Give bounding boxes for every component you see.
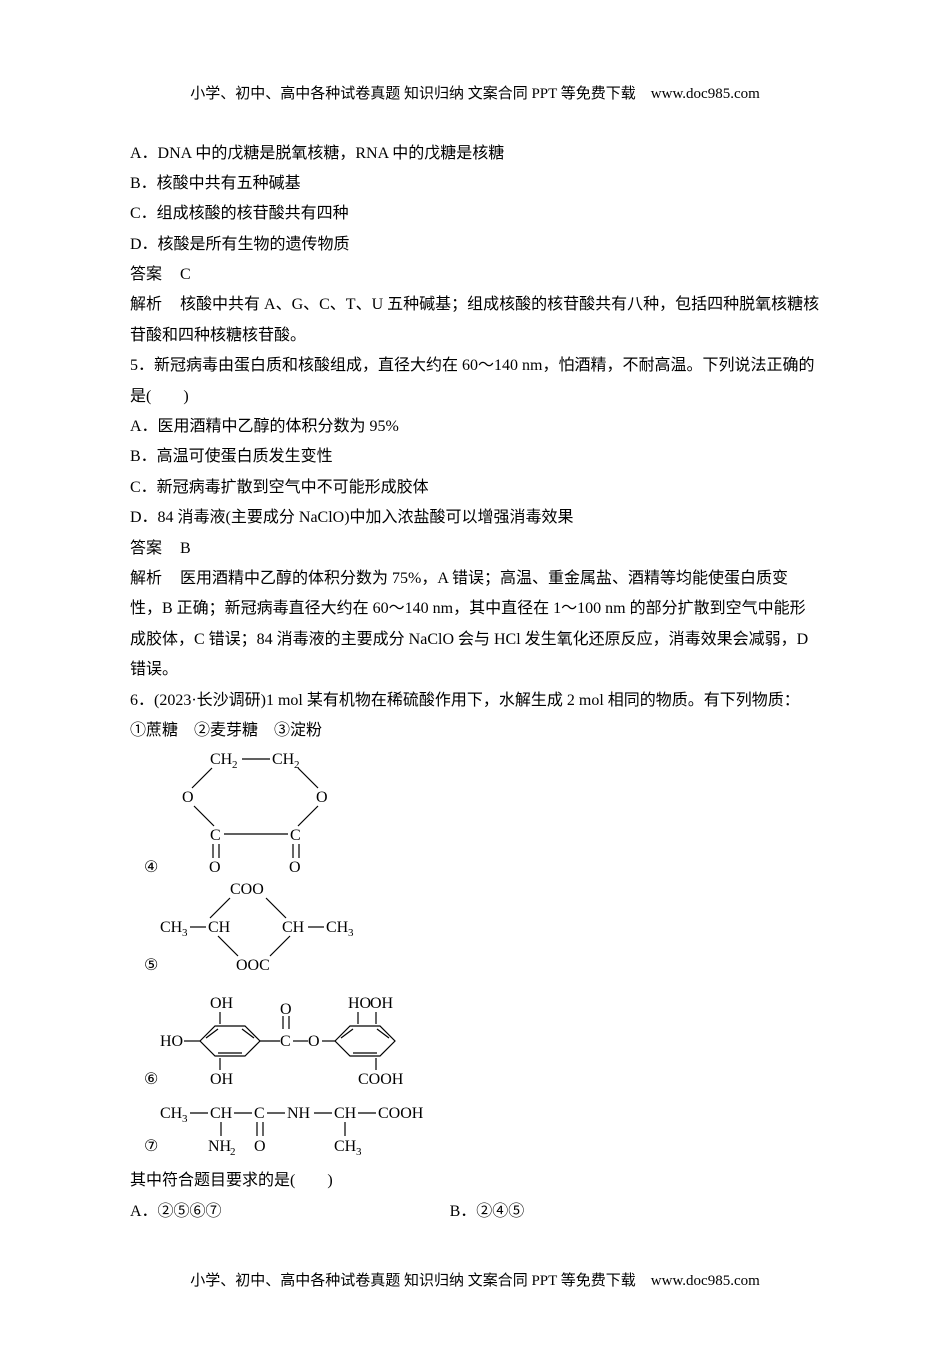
q5-option-c: C．新冠病毒扩散到空气中不可能形成胶体 bbox=[130, 473, 820, 503]
analysis-line-2: 解析医用酒精中乙醇的体积分数为 75%，A 错误；高温、重金属盐、酒精等均能使蛋… bbox=[130, 564, 820, 686]
svg-text:3: 3 bbox=[356, 1146, 362, 1158]
svg-text:O: O bbox=[280, 1001, 292, 1018]
analysis-label: 解析 bbox=[130, 296, 162, 313]
svg-text:OH: OH bbox=[210, 1071, 234, 1088]
svg-text:CH: CH bbox=[282, 919, 305, 936]
option-c: C．组成核酸的核苷酸共有四种 bbox=[130, 199, 820, 229]
svg-text:O: O bbox=[254, 1138, 266, 1155]
structure-6: C O O HO OH OH HO OH COOH bbox=[130, 986, 820, 1096]
page-footer: 小学、初中、高中各种试卷真题 知识归纳 文案合同 PPT 等免费下载 www.d… bbox=[130, 1267, 820, 1296]
svg-text:O: O bbox=[209, 859, 221, 876]
svg-text:C: C bbox=[254, 1105, 265, 1122]
answer-line-2: 答案 B bbox=[130, 534, 820, 564]
svg-text:CH: CH bbox=[160, 1105, 183, 1122]
svg-text:CH: CH bbox=[210, 1105, 233, 1122]
answer-label: 答案 bbox=[130, 540, 162, 557]
svg-text:OH: OH bbox=[370, 995, 394, 1012]
q6-items: ①蔗糖 ②麦芽糖 ③淀粉 bbox=[130, 716, 820, 746]
svg-text:④: ④ bbox=[144, 859, 158, 876]
structure-4: CH 2 CH 2 O O C C O bbox=[130, 746, 820, 876]
svg-text:CH: CH bbox=[208, 919, 231, 936]
svg-text:HO: HO bbox=[348, 995, 371, 1012]
option-a: A．DNA 中的戊糖是脱氧核糖，RNA 中的戊糖是核糖 bbox=[130, 139, 820, 169]
q6-option-b: B．②④⑤ bbox=[450, 1203, 525, 1220]
svg-text:O: O bbox=[289, 859, 301, 876]
svg-text:CH: CH bbox=[272, 751, 295, 768]
structure-7: CH 3 CH C NH CH COOH NH 2 O CH bbox=[130, 1096, 820, 1166]
answer-value: C bbox=[180, 266, 191, 283]
svg-text:OOC: OOC bbox=[236, 957, 270, 974]
analysis-line-1: 解析核酸中共有 A、G、C、T、U 五种碱基；组成核酸的核苷酸共有八种，包括四种… bbox=[130, 290, 820, 351]
svg-text:C: C bbox=[290, 827, 301, 844]
svg-text:2: 2 bbox=[230, 1146, 236, 1158]
q6-option-a: A．②⑤⑥⑦ bbox=[130, 1203, 222, 1220]
page-header: 小学、初中、高中各种试卷真题 知识归纳 文案合同 PPT 等免费下载 www.d… bbox=[130, 80, 820, 109]
svg-text:3: 3 bbox=[182, 927, 188, 939]
svg-text:CH: CH bbox=[160, 919, 183, 936]
svg-text:C: C bbox=[280, 1033, 291, 1050]
svg-text:C: C bbox=[210, 827, 221, 844]
answer-label: 答案 bbox=[130, 266, 162, 283]
answer-value: B bbox=[180, 540, 191, 557]
svg-text:COO: COO bbox=[230, 881, 264, 898]
svg-text:NH: NH bbox=[287, 1105, 311, 1122]
svg-text:2: 2 bbox=[232, 759, 238, 771]
q5-option-b: B．高温可使蛋白质发生变性 bbox=[130, 442, 820, 472]
svg-text:O: O bbox=[308, 1033, 320, 1050]
analysis-text: 医用酒精中乙醇的体积分数为 75%，A 错误；高温、重金属盐、酒精等均能使蛋白质… bbox=[130, 570, 808, 678]
svg-text:⑥: ⑥ bbox=[144, 1071, 158, 1088]
structure-5: COO CH 3 CH CH CH 3 OOC ⑤ bbox=[130, 876, 820, 986]
analysis-text: 核酸中共有 A、G、C、T、U 五种碱基；组成核酸的核苷酸共有八种，包括四种脱氧… bbox=[130, 296, 819, 343]
svg-text:NH: NH bbox=[208, 1138, 232, 1155]
svg-text:O: O bbox=[182, 789, 194, 806]
answer-line-1: 答案 C bbox=[130, 260, 820, 290]
svg-text:CH: CH bbox=[334, 1138, 357, 1155]
svg-text:COOH: COOH bbox=[358, 1071, 404, 1088]
q6-tail: 其中符合题目要求的是( ) bbox=[130, 1166, 820, 1196]
svg-text:⑦: ⑦ bbox=[144, 1138, 158, 1155]
svg-text:CH: CH bbox=[334, 1105, 357, 1122]
option-b: B．核酸中共有五种碱基 bbox=[130, 169, 820, 199]
question-5: 5．新冠病毒由蛋白质和核酸组成，直径大约在 60～140 nm，怕酒精，不耐高温… bbox=[130, 351, 820, 412]
q5-option-d: D．84 消毒液(主要成分 NaClO)中加入浓盐酸可以增强消毒效果 bbox=[130, 503, 820, 533]
svg-text:3: 3 bbox=[182, 1113, 188, 1125]
svg-text:CH: CH bbox=[326, 919, 349, 936]
svg-text:3: 3 bbox=[348, 927, 354, 939]
svg-text:OH: OH bbox=[210, 995, 234, 1012]
option-d: D．核酸是所有生物的遗传物质 bbox=[130, 230, 820, 260]
svg-text:CH: CH bbox=[210, 751, 233, 768]
svg-text:⑤: ⑤ bbox=[144, 957, 158, 974]
question-6: 6．(2023·长沙调研)1 mol 某有机物在稀硫酸作用下，水解生成 2 mo… bbox=[130, 686, 820, 716]
svg-text:HO: HO bbox=[160, 1033, 183, 1050]
svg-text:COOH: COOH bbox=[378, 1105, 424, 1122]
q5-option-a: A．医用酒精中乙醇的体积分数为 95% bbox=[130, 412, 820, 442]
svg-text:O: O bbox=[316, 789, 328, 806]
analysis-label: 解析 bbox=[130, 570, 162, 587]
q6-options-row: A．②⑤⑥⑦ B．②④⑤ bbox=[130, 1197, 820, 1227]
